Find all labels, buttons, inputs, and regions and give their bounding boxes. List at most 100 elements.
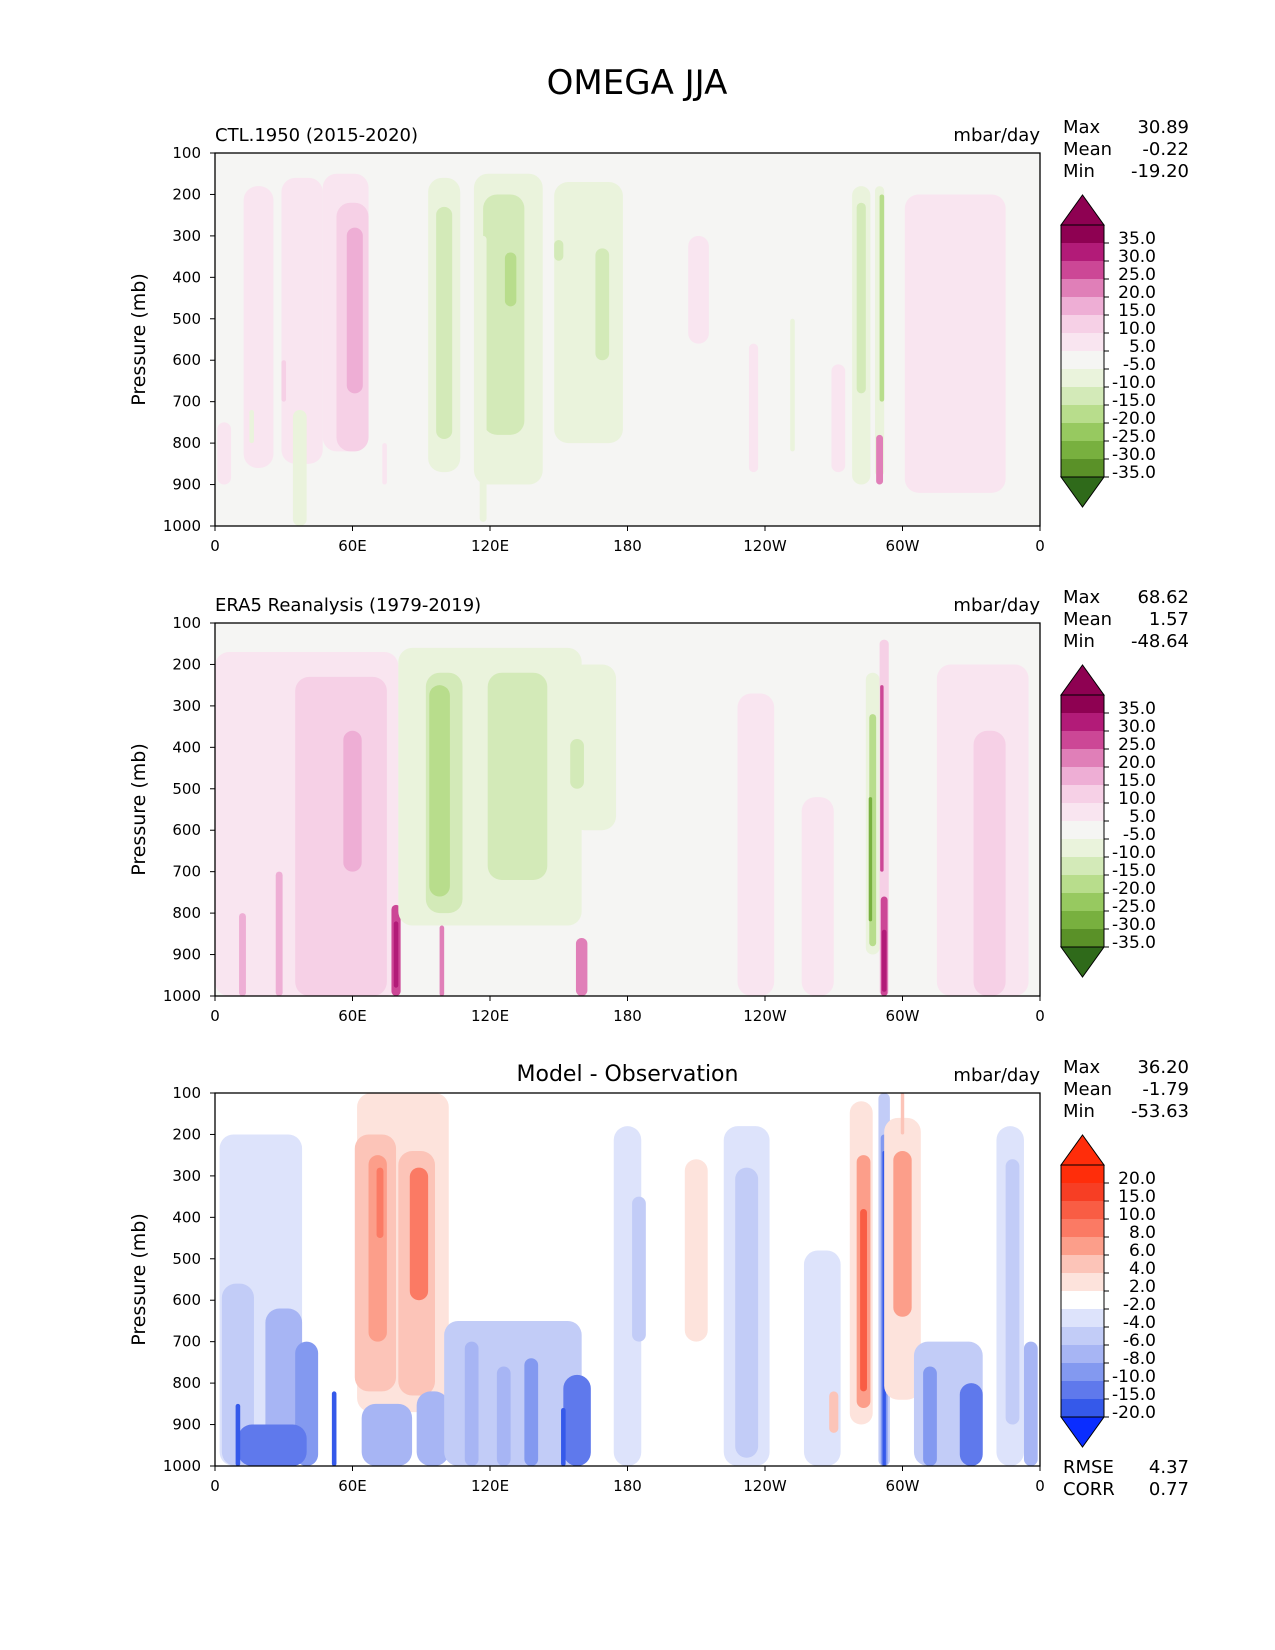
stat-label: Max [1063,117,1101,138]
units-label: mbar/day [953,595,1040,616]
contour-region [801,797,834,996]
y-tick-label: 500 [172,1250,201,1268]
panel-observation: 100 200 300 400 500 600 700 800 900 1000 Pressure … [128,587,1189,1025]
x-tick-label: 180 [613,1477,642,1495]
colorbar-label: -8.0 [1123,1349,1156,1369]
colorbar-segment [1061,297,1104,315]
colorbar-label: 25.0 [1118,735,1156,755]
y-axis-label: Pressure (mb) [128,743,150,876]
contour-field [215,639,1029,996]
stat-label: Max [1063,1057,1101,1078]
colorbar-label: -15.0 [1112,391,1156,411]
colorbar-segment [1061,731,1104,749]
contour-region [343,730,362,872]
contour-region [803,1250,841,1466]
colorbar-label: -30.0 [1112,915,1156,935]
stat-label: Max [1063,587,1101,608]
colorbar-segment [1061,333,1104,351]
contour-region [1023,1341,1038,1466]
stat-value: -19.20 [1131,161,1189,182]
y-tick-label: 400 [172,738,201,756]
x-tick-label: 60W [886,537,920,555]
colorbar-extend-min [1060,1416,1105,1448]
stat-label: Min [1063,631,1095,652]
colorbar-segment [1061,713,1104,731]
metric-label: RMSE [1063,1457,1114,1478]
colorbar-label: 8.0 [1129,1223,1156,1243]
colorbar-segment [1061,785,1104,803]
x-tick-label: 60W [886,1007,920,1025]
x-tick-label: 180 [613,1007,642,1025]
contour-region [221,1283,254,1466]
contour-region [831,364,846,473]
contour-region [790,318,795,452]
contour-region [281,360,287,402]
y-tick-label: 400 [172,1208,201,1226]
colorbar-segment [1061,243,1104,261]
x-tick-label: 120E [471,1007,509,1025]
colorbar-extend-min [1060,476,1105,508]
colorbar-label: 5.0 [1129,337,1156,357]
y-tick-label: 500 [172,780,201,798]
y-tick-label: 100 [172,1084,201,1102]
y-axis-label: Pressure (mb) [128,273,150,406]
stat-label: Mean [1063,139,1112,160]
x-tick-label: 0 [210,1007,220,1025]
colorbar-label: 20.0 [1118,283,1156,303]
colorbar-label: 20.0 [1118,1169,1156,1189]
x-tick-label: 0 [1035,1477,1045,1495]
colorbar-label: -30.0 [1112,445,1156,465]
stat-value: 30.89 [1137,117,1189,138]
colorbar-segment [1061,1327,1104,1345]
colorbar-segment [1061,261,1104,279]
colorbar-segment [1061,803,1104,821]
contour-region [735,1167,759,1458]
contour-region [923,1366,937,1466]
colorbar-segment [1061,441,1104,459]
contour-region [881,929,887,992]
contour-region [561,1407,566,1466]
colorbar-segment [1061,695,1104,713]
contour-region [409,1167,429,1301]
colorbar-label: -5.0 [1123,355,1156,375]
contour-region [393,921,399,988]
contour-region [311,830,316,996]
contour-region [973,730,1006,996]
contour-region [684,1159,708,1342]
colorbar-label: 10.0 [1118,789,1156,809]
contour-region [436,206,453,439]
y-tick-label: 200 [172,655,201,673]
contour-region [893,1151,912,1317]
y-tick-label: 100 [172,144,201,162]
contour-field [219,1093,1038,1466]
contour-region [487,672,548,880]
colorbar-label: -35.0 [1112,933,1156,953]
y-tick-label: 900 [172,946,201,964]
colorbar: 35.030.025.020.015.010.05.0-5.0-10.0-15.… [1060,664,1156,978]
colorbar-label: 10.0 [1118,319,1156,339]
x-tick-label: 120E [471,537,509,555]
colorbar-label: -15.0 [1112,861,1156,881]
stat-label: Min [1063,1101,1095,1122]
metric-value: 4.37 [1149,1457,1189,1478]
contour-region [554,240,564,261]
contour-region [876,434,884,485]
colorbar-segment [1061,1165,1104,1183]
y-tick-label: 1000 [163,517,201,535]
contour-region [880,685,884,872]
colorbar-label: 30.0 [1118,247,1156,267]
colorbar-label: 15.0 [1118,301,1156,321]
y-tick-label: 600 [172,351,201,369]
contour-region [295,676,387,996]
x-tick-label: 0 [210,1477,220,1495]
colorbar-label: 20.0 [1118,753,1156,773]
stat-value: -48.64 [1131,631,1189,652]
colorbar-segment [1061,875,1104,893]
contour-region [239,913,246,996]
colorbar-segment [1061,749,1104,767]
colorbar-label: -6.0 [1123,1331,1156,1351]
contour-region [829,1391,839,1433]
metric-label: CORR [1063,1479,1115,1500]
y-tick-label: 200 [172,185,201,203]
colorbar-segment [1061,1363,1104,1381]
